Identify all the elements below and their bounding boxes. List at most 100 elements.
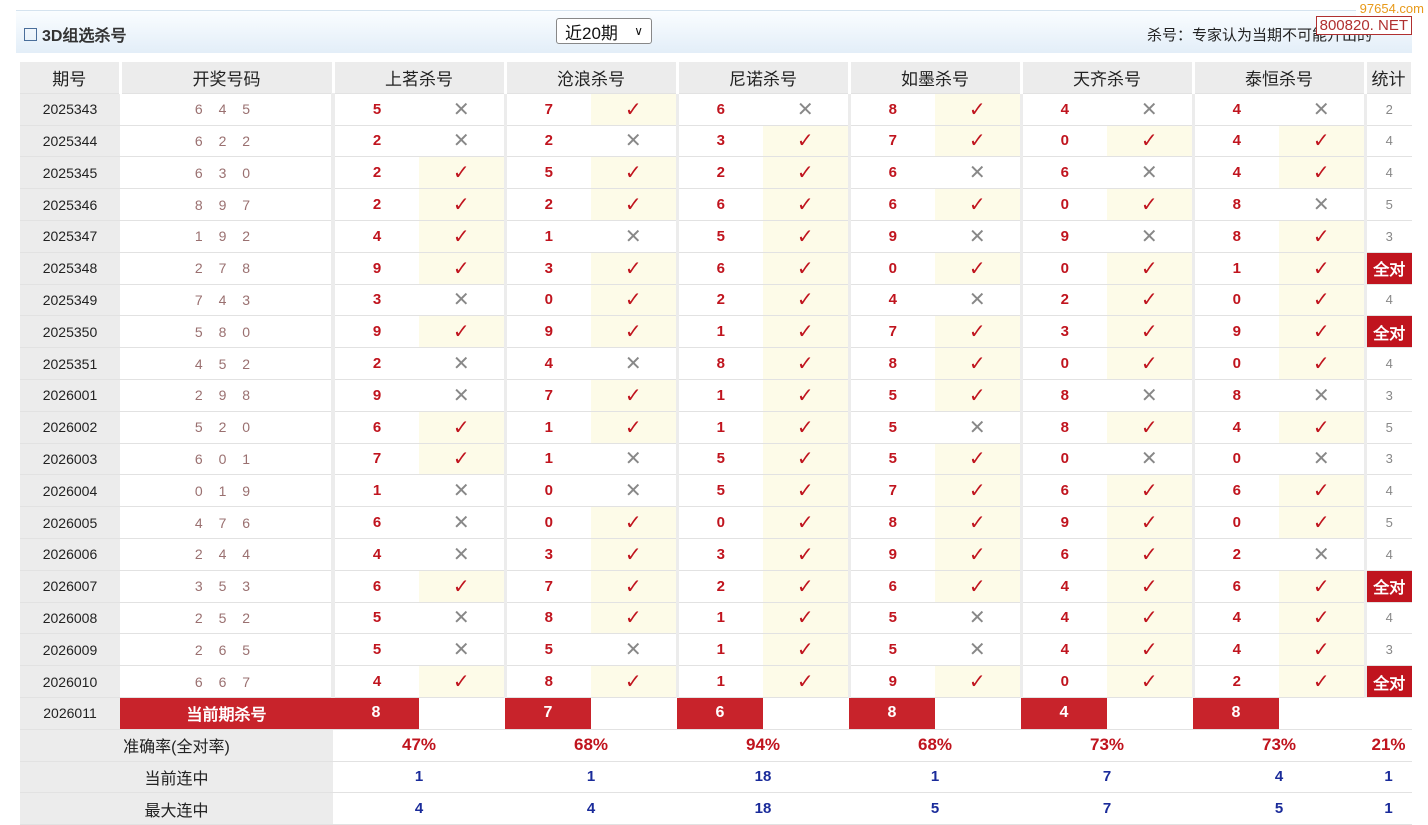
period-select[interactable]: 近20期 ∨	[556, 18, 652, 44]
summary-row: 最大连中 4 4 18 5 7 5 1	[20, 792, 1412, 825]
draw-number-cell: 0 1 9	[120, 474, 335, 508]
period-cell: 2026005	[20, 506, 120, 539]
cross-icon: ✕	[591, 347, 677, 380]
check-icon: ✓	[935, 538, 1021, 571]
table-row: 2025349 7 4 3 3 ✕ 0 ✓ 2 ✓ 4 ✕ 2 ✓ 0 ✓ 4	[20, 284, 1412, 317]
empty-cell	[1365, 697, 1412, 730]
draw-number-cell: 1 9 2	[120, 220, 335, 253]
kill-number: 3	[1019, 315, 1107, 349]
draw-number-cell: 2 7 8	[120, 252, 335, 285]
stat-cell: 4	[1363, 474, 1412, 508]
check-icon: ✓	[1279, 284, 1365, 317]
kill-number: 7	[503, 570, 591, 603]
draw-number-cell: 2 9 8	[120, 379, 335, 412]
table-row: 2025351 4 5 2 2 ✕ 4 ✕ 8 ✓ 8 ✓ 0 ✓ 0 ✓ 4	[20, 347, 1412, 380]
kill-number: 6	[331, 411, 419, 444]
check-icon: ✓	[591, 506, 677, 539]
check-icon: ✓	[763, 633, 849, 667]
kill-number: 2	[331, 156, 419, 190]
kill-number: 4	[503, 347, 591, 380]
kill-number: 1	[675, 602, 763, 635]
stat-cell: 5	[1363, 411, 1412, 444]
kill-number: 8	[675, 347, 763, 380]
cross-icon: ✕	[935, 411, 1021, 444]
kill-number: 4	[1019, 93, 1107, 126]
check-icon: ✓	[1279, 411, 1365, 444]
stat-cell: 3	[1363, 633, 1412, 667]
kill-number: 1	[675, 633, 763, 667]
kill-number: 5	[675, 443, 763, 476]
check-icon: ✓	[591, 665, 677, 698]
cross-icon: ✕	[419, 93, 505, 126]
summary-value: 7	[1021, 792, 1193, 825]
period-cell: 2026010	[20, 665, 120, 698]
kill-number: 6	[331, 570, 419, 603]
col-expert: 尼诺杀号	[677, 62, 851, 94]
check-icon: ✓	[591, 538, 677, 571]
check-icon: ✓	[763, 474, 849, 508]
period-cell: 2025344	[20, 125, 120, 158]
current-row: 2026011 当前期杀号 8 7 6 8 4 8	[20, 697, 1412, 730]
table-row: 2026004 0 1 9 1 ✕ 0 ✕ 5 ✓ 7 ✓ 6 ✓ 6 ✓ 4	[20, 474, 1412, 508]
current-kill-number: 6	[677, 697, 763, 730]
cross-icon: ✕	[419, 538, 505, 571]
summary-value: 4	[333, 792, 505, 825]
check-icon: ✓	[763, 379, 849, 412]
kill-number: 1	[503, 443, 591, 476]
kill-number: 0	[1019, 443, 1107, 476]
period-cell: 2026006	[20, 538, 120, 571]
check-icon: ✓	[763, 411, 849, 444]
check-icon: ✓	[419, 315, 505, 349]
kill-number: 4	[1019, 633, 1107, 667]
check-icon: ✓	[935, 474, 1021, 508]
kill-number: 7	[847, 474, 935, 508]
check-icon: ✓	[591, 284, 677, 317]
kill-number: 8	[1019, 379, 1107, 412]
kill-number: 0	[1019, 665, 1107, 698]
kill-number: 0	[1019, 125, 1107, 158]
kill-number: 4	[1019, 602, 1107, 635]
kill-number: 6	[675, 93, 763, 126]
check-icon: ✓	[763, 220, 849, 253]
summary-value: 7	[1021, 761, 1193, 794]
table-row: 2025347 1 9 2 4 ✓ 1 ✕ 5 ✓ 9 ✕ 9 ✕ 8 ✓ 3	[20, 220, 1412, 253]
kill-number: 4	[1019, 570, 1107, 603]
check-icon: ✓	[1107, 570, 1193, 603]
check-icon: ✓	[935, 188, 1021, 221]
cross-icon: ✕	[591, 633, 677, 667]
kill-number: 6	[1019, 474, 1107, 508]
check-icon: ✓	[763, 506, 849, 539]
summary-value: 18	[677, 792, 849, 825]
kill-number: 1	[503, 220, 591, 253]
stat-cell: 全对	[1363, 570, 1412, 603]
draw-number-cell: 6 0 1	[120, 443, 335, 476]
summary-row: 准确率(全对率) 47% 68% 94% 68% 73% 73% 21%	[20, 729, 1412, 762]
kill-number: 2	[503, 125, 591, 158]
kill-number: 6	[331, 506, 419, 539]
table-row: 2026009 2 6 5 5 ✕ 5 ✕ 1 ✓ 5 ✕ 4 ✓ 4 ✓ 3	[20, 633, 1412, 667]
kill-number: 8	[1191, 220, 1279, 253]
check-icon: ✓	[935, 665, 1021, 698]
table-row: 2025345 6 3 0 2 ✓ 5 ✓ 2 ✓ 6 ✕ 6 ✕ 4 ✓ 4	[20, 156, 1412, 190]
check-icon: ✓	[1279, 315, 1365, 349]
check-icon: ✓	[419, 252, 505, 285]
stat-cell: 全对	[1363, 315, 1412, 349]
table-row: 2026001 2 9 8 9 ✕ 7 ✓ 1 ✓ 5 ✓ 8 ✕ 8 ✕ 3	[20, 379, 1412, 412]
draw-number-cell: 2 5 2	[120, 602, 335, 635]
kill-number: 5	[847, 633, 935, 667]
kill-number: 7	[331, 443, 419, 476]
check-icon: ✓	[1107, 665, 1193, 698]
current-kill-number: 7	[505, 697, 591, 730]
cross-icon: ✕	[419, 379, 505, 412]
summary-row: 当前连中 1 1 18 1 7 4 1	[20, 761, 1412, 794]
kill-number: 0	[1019, 188, 1107, 221]
summary-value: 1	[505, 761, 677, 794]
check-icon: ✓	[763, 443, 849, 476]
kill-number: 9	[847, 220, 935, 253]
summary-value: 4	[1193, 761, 1365, 794]
check-icon: ✓	[1107, 602, 1193, 635]
top-bar: 3D组选杀号 近20期 ∨ 杀号：专家认为当期不可能开出的	[16, 10, 1412, 53]
checkbox-icon[interactable]	[24, 27, 37, 41]
current-kill-number: 8	[849, 697, 935, 730]
summary-value: 1	[849, 761, 1021, 794]
